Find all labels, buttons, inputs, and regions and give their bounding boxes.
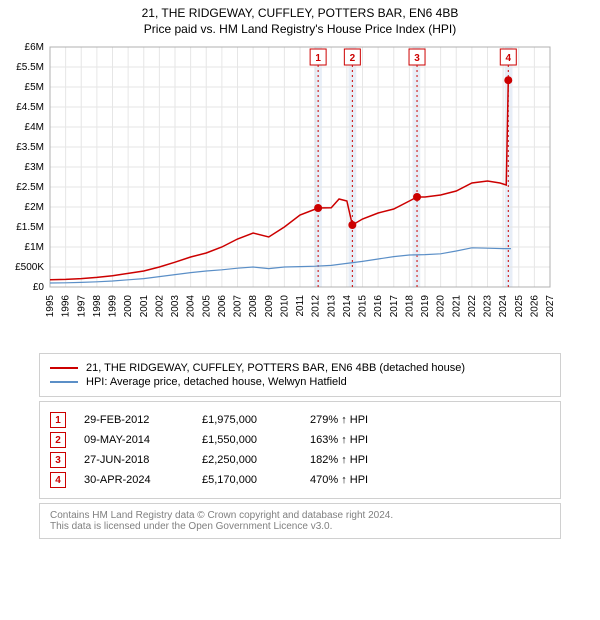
svg-text:2022: 2022 bbox=[467, 295, 478, 318]
svg-text:£5M: £5M bbox=[25, 82, 44, 93]
svg-text:1997: 1997 bbox=[76, 295, 87, 318]
svg-text:2009: 2009 bbox=[264, 295, 275, 318]
svg-text:2004: 2004 bbox=[186, 295, 197, 318]
svg-text:1999: 1999 bbox=[108, 295, 119, 318]
price-chart: £0 £500K £1M £1.5M £2M £2.5M £3M £3.5M £4M £4.5M £… bbox=[0, 37, 600, 347]
svg-text:£4M: £4M bbox=[25, 122, 44, 133]
svg-text:2015: 2015 bbox=[358, 295, 369, 318]
legend-swatch bbox=[50, 367, 78, 369]
chart-container: { "titles": { "line1": "21, THE RIDGEWAY… bbox=[0, 0, 600, 539]
transaction-date: 27-JUN-2018 bbox=[84, 454, 184, 466]
table-row: 4 30-APR-2024 £5,170,000 470% ↑ HPI bbox=[50, 472, 550, 488]
svg-text:2024: 2024 bbox=[498, 295, 509, 318]
svg-text:4: 4 bbox=[506, 53, 512, 64]
footnote-line: This data is licensed under the Open Gov… bbox=[50, 521, 550, 532]
svg-text:2013: 2013 bbox=[326, 295, 337, 318]
svg-text:2027: 2027 bbox=[545, 295, 556, 318]
svg-text:2012: 2012 bbox=[311, 295, 322, 318]
svg-text:£1M: £1M bbox=[25, 242, 44, 253]
svg-text:2016: 2016 bbox=[373, 295, 384, 318]
svg-text:2011: 2011 bbox=[295, 295, 306, 317]
svg-text:2: 2 bbox=[350, 53, 356, 64]
transaction-date: 09-MAY-2014 bbox=[84, 434, 184, 446]
svg-text:2026: 2026 bbox=[529, 295, 540, 318]
svg-text:2023: 2023 bbox=[483, 295, 494, 318]
svg-text:2007: 2007 bbox=[233, 295, 244, 318]
svg-text:2002: 2002 bbox=[154, 295, 165, 318]
table-row: 1 29-FEB-2012 £1,975,000 279% ↑ HPI bbox=[50, 412, 550, 428]
legend-swatch bbox=[50, 381, 78, 383]
svg-text:£500K: £500K bbox=[15, 262, 44, 273]
legend-label: HPI: Average price, detached house, Welw… bbox=[86, 376, 347, 388]
legend: 21, THE RIDGEWAY, CUFFLEY, POTTERS BAR, … bbox=[39, 353, 561, 397]
svg-text:£1.5M: £1.5M bbox=[16, 222, 44, 233]
svg-text:2014: 2014 bbox=[342, 295, 353, 318]
svg-text:£0: £0 bbox=[33, 282, 45, 293]
transaction-price: £2,250,000 bbox=[202, 454, 292, 466]
transaction-price: £5,170,000 bbox=[202, 474, 292, 486]
svg-text:£2M: £2M bbox=[25, 202, 44, 213]
svg-text:£5.5M: £5.5M bbox=[16, 62, 44, 73]
transaction-price: £1,975,000 bbox=[202, 414, 292, 426]
svg-text:2006: 2006 bbox=[217, 295, 228, 318]
svg-text:£6M: £6M bbox=[25, 42, 44, 53]
svg-text:2000: 2000 bbox=[123, 295, 134, 318]
svg-text:2021: 2021 bbox=[451, 295, 462, 318]
svg-text:2001: 2001 bbox=[139, 295, 150, 318]
svg-text:1995: 1995 bbox=[45, 295, 56, 318]
svg-text:£3M: £3M bbox=[25, 162, 44, 173]
svg-text:2025: 2025 bbox=[514, 295, 525, 318]
svg-text:£3.5M: £3.5M bbox=[16, 142, 44, 153]
legend-item: HPI: Average price, detached house, Welw… bbox=[50, 376, 550, 388]
svg-text:1998: 1998 bbox=[92, 295, 103, 318]
transaction-hpi: 163% ↑ HPI bbox=[310, 434, 550, 446]
svg-text:2003: 2003 bbox=[170, 295, 181, 318]
svg-text:3: 3 bbox=[414, 53, 420, 64]
svg-text:1996: 1996 bbox=[61, 295, 72, 318]
marker-badge: 1 bbox=[50, 412, 66, 428]
svg-text:1: 1 bbox=[315, 53, 321, 64]
svg-text:2020: 2020 bbox=[436, 295, 447, 318]
transaction-date: 29-FEB-2012 bbox=[84, 414, 184, 426]
table-row: 3 27-JUN-2018 £2,250,000 182% ↑ HPI bbox=[50, 452, 550, 468]
transaction-hpi: 279% ↑ HPI bbox=[310, 414, 550, 426]
title-line-2: Price paid vs. HM Land Registry's House … bbox=[0, 22, 600, 38]
svg-text:2008: 2008 bbox=[248, 295, 259, 318]
footnote: Contains HM Land Registry data © Crown c… bbox=[39, 503, 561, 539]
svg-text:£2.5M: £2.5M bbox=[16, 182, 44, 193]
marker-badge: 3 bbox=[50, 452, 66, 468]
marker-badge: 4 bbox=[50, 472, 66, 488]
footnote-line: Contains HM Land Registry data © Crown c… bbox=[50, 510, 550, 521]
marker-badge: 2 bbox=[50, 432, 66, 448]
svg-text:2019: 2019 bbox=[420, 295, 431, 318]
transaction-price: £1,550,000 bbox=[202, 434, 292, 446]
svg-text:2005: 2005 bbox=[201, 295, 212, 318]
svg-text:2017: 2017 bbox=[389, 295, 400, 318]
svg-text:£4.5M: £4.5M bbox=[16, 102, 44, 113]
svg-text:2010: 2010 bbox=[279, 295, 290, 318]
transaction-date: 30-APR-2024 bbox=[84, 474, 184, 486]
svg-text:2018: 2018 bbox=[404, 295, 415, 318]
legend-item: 21, THE RIDGEWAY, CUFFLEY, POTTERS BAR, … bbox=[50, 362, 550, 374]
transactions-table: 1 29-FEB-2012 £1,975,000 279% ↑ HPI 2 09… bbox=[39, 401, 561, 499]
title-line-1: 21, THE RIDGEWAY, CUFFLEY, POTTERS BAR, … bbox=[0, 6, 600, 22]
table-row: 2 09-MAY-2014 £1,550,000 163% ↑ HPI bbox=[50, 432, 550, 448]
legend-label: 21, THE RIDGEWAY, CUFFLEY, POTTERS BAR, … bbox=[86, 362, 465, 374]
chart-titles: 21, THE RIDGEWAY, CUFFLEY, POTTERS BAR, … bbox=[0, 0, 600, 37]
transaction-hpi: 470% ↑ HPI bbox=[310, 474, 550, 486]
transaction-hpi: 182% ↑ HPI bbox=[310, 454, 550, 466]
